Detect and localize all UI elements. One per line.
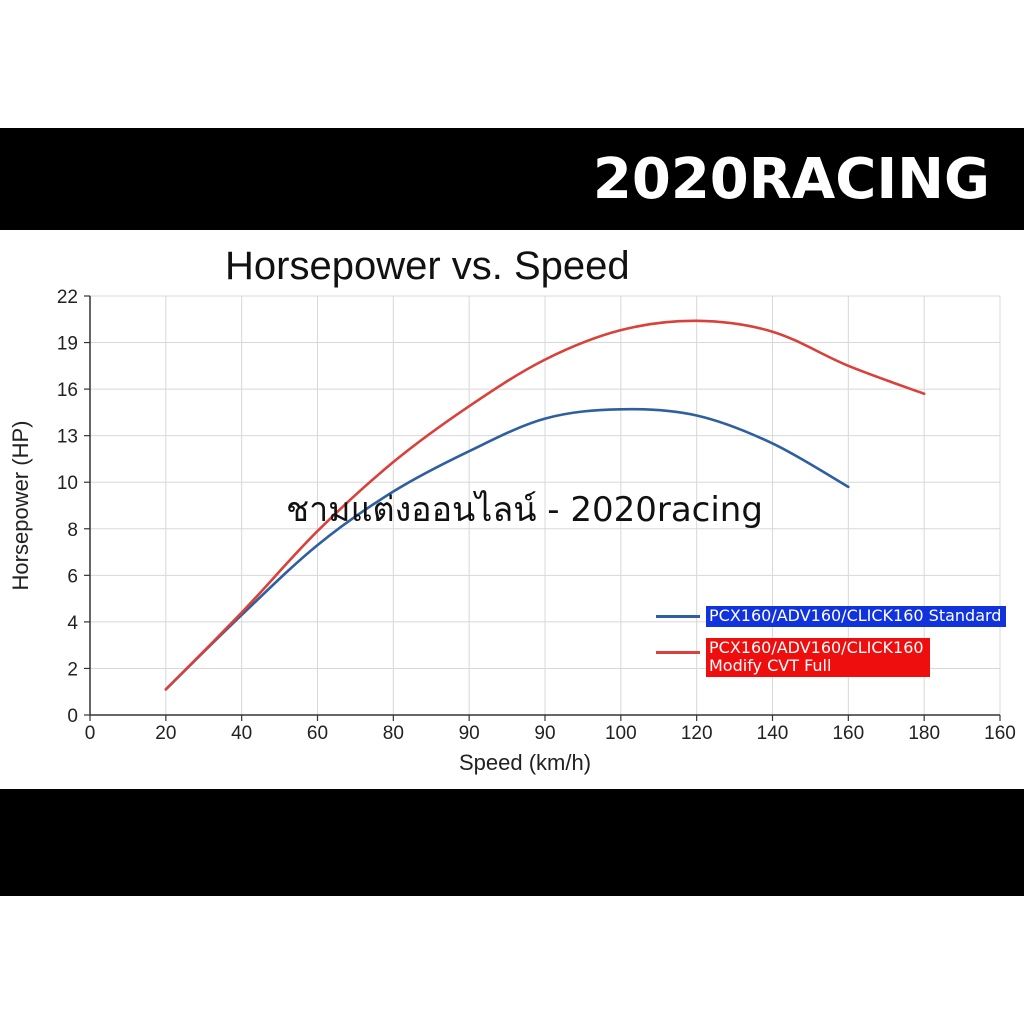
y-tick-label: 13 xyxy=(57,427,78,448)
y-tick-label: 2 xyxy=(67,659,78,680)
y-tick-label: 4 xyxy=(67,613,78,634)
watermark-text: ชามแต่งออนไลน์ - 2020racing xyxy=(286,490,763,530)
y-tick-label: 8 xyxy=(67,520,78,541)
x-tick-label: 100 xyxy=(605,723,637,744)
y-tick-label: 16 xyxy=(57,380,78,401)
axes xyxy=(84,295,1001,721)
legend-label-standard: PCX160/ADV160/CLICK160 Standard xyxy=(706,606,1007,627)
x-tick-label: 60 xyxy=(307,723,328,744)
x-tick-label: 160 xyxy=(984,723,1016,744)
series-lines xyxy=(164,319,926,691)
x-tick-label: 90 xyxy=(459,723,480,744)
bottom-banner xyxy=(0,789,1024,896)
x-tick-label: 0 xyxy=(85,723,96,744)
x-tick-label: 80 xyxy=(383,723,404,744)
x-tick-label: 180 xyxy=(908,723,940,744)
tick-labels: 0 20 40 60 80 90 90 100 120 140 160 180 160 0 2 4 6 8 10 13… xyxy=(57,287,1016,744)
x-tick-label: 120 xyxy=(681,723,713,744)
x-tick-label: 40 xyxy=(231,723,252,744)
series-line-standard xyxy=(164,407,850,691)
x-tick-label: 90 xyxy=(534,723,555,744)
y-tick-label: 6 xyxy=(67,566,78,587)
legend-swatch-modify xyxy=(656,651,700,654)
y-tick-label: 10 xyxy=(57,473,78,494)
legend-entry-standard: PCX160/ADV160/CLICK160 Standard xyxy=(656,606,1007,627)
y-tick-label: 0 xyxy=(67,706,78,727)
y-axis-label: Horsepower (HP) xyxy=(8,421,33,591)
x-axis-label: Speed (km/h) xyxy=(459,750,591,775)
x-tick-label: 140 xyxy=(757,723,789,744)
y-tick-label: 19 xyxy=(57,334,78,355)
brand-logo-text: 2020RACING xyxy=(592,147,990,212)
x-tick-label: 20 xyxy=(155,723,176,744)
chart-title: Horsepower vs. Speed xyxy=(225,244,630,288)
series-line-modify xyxy=(164,319,926,691)
y-tick-label: 22 xyxy=(57,287,78,308)
top-banner: 2020RACING xyxy=(0,128,1024,230)
legend-swatch-standard xyxy=(656,615,700,618)
legend-entry-modify: PCX160/ADV160/CLICK160 Modify CVT Full xyxy=(656,638,930,677)
x-tick-label: 160 xyxy=(832,723,864,744)
legend-label-modify: PCX160/ADV160/CLICK160 Modify CVT Full xyxy=(706,638,930,677)
